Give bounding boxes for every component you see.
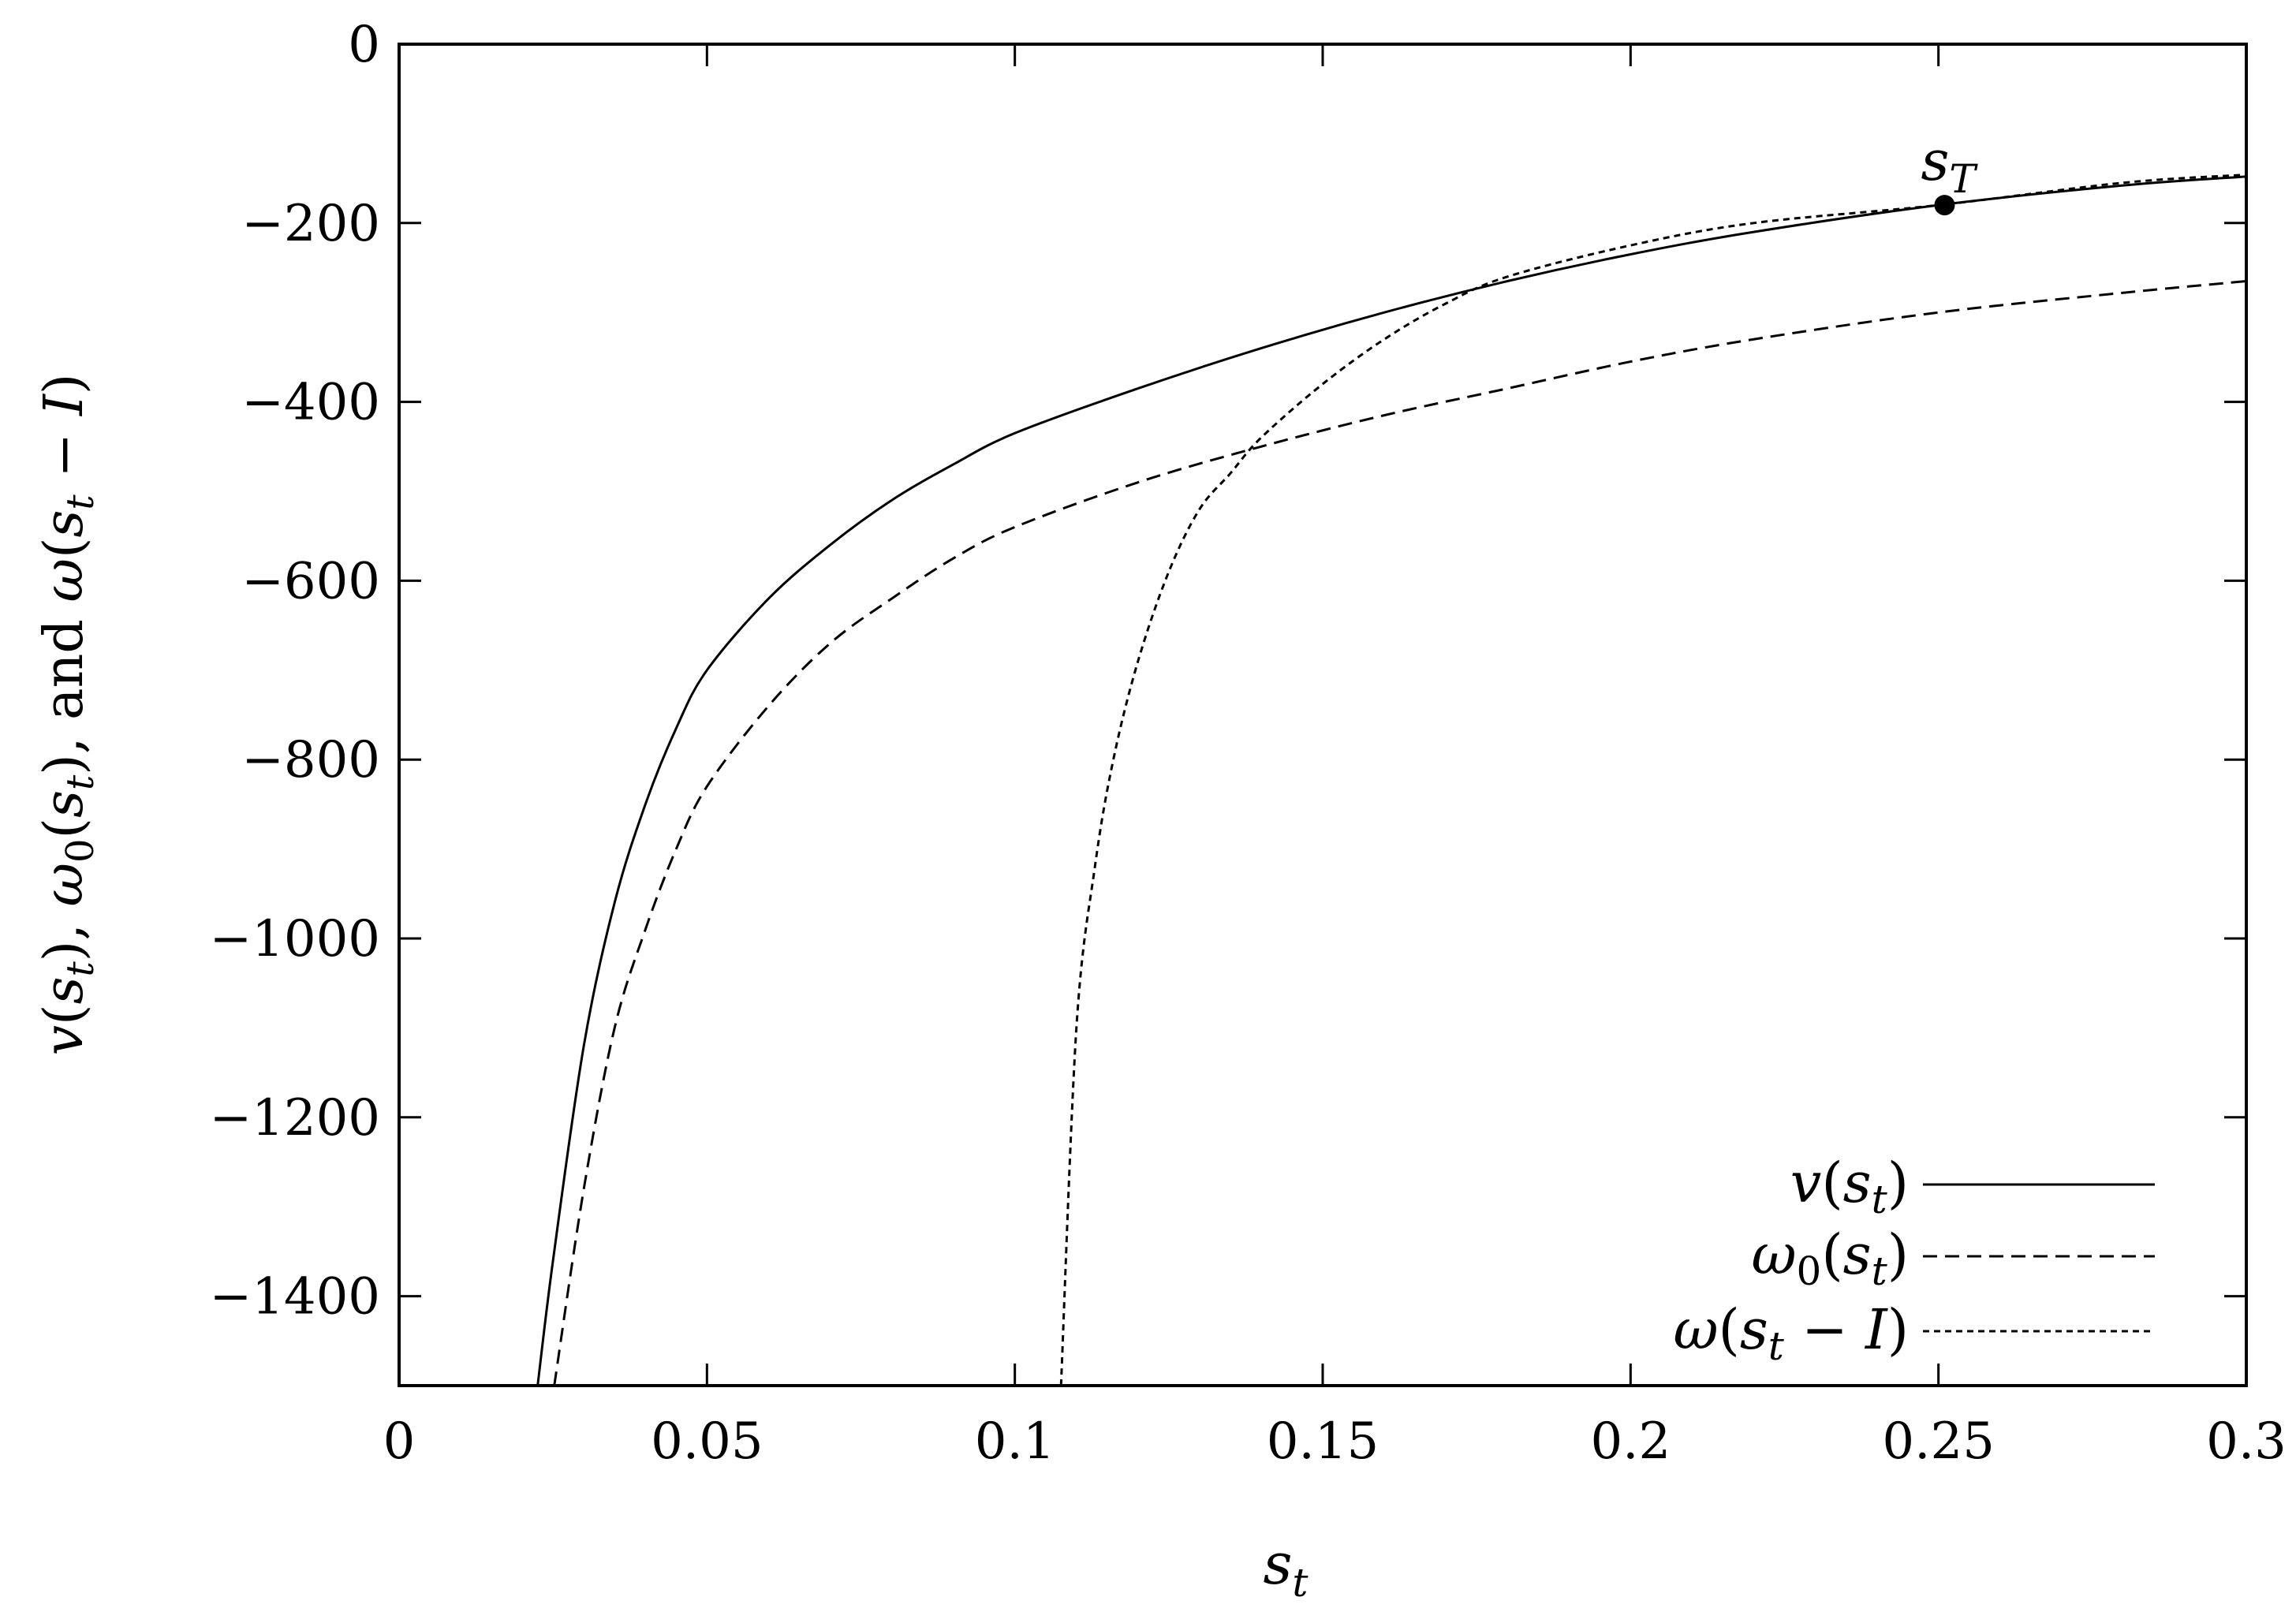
x-tick-label: 0.25 <box>1882 1412 1995 1471</box>
x-axis-label: st <box>1263 1531 1309 1606</box>
x-tick-label: 0.3 <box>2206 1412 2287 1471</box>
y-tick-label: −600 <box>241 552 380 610</box>
axis-ticks: 0 0.05 0.1 0.15 0.2 0.25 0.3 0 −200 −400 −600 −800 −… <box>210 16 2287 1471</box>
series-line-1 <box>536 175 2246 1386</box>
y-tick-label: −1200 <box>210 1089 381 1147</box>
annotation-point <box>1934 195 1955 216</box>
x-tick-label: 0.15 <box>1267 1412 1379 1471</box>
legend-label-2: ω0(st) <box>1751 1222 1909 1294</box>
y-tick-label: −1000 <box>210 910 381 968</box>
series-line-2 <box>553 280 2246 1386</box>
y-tick-label: 0 <box>348 16 380 74</box>
x-tick-label: 0.2 <box>1590 1412 1671 1471</box>
y-axis-label: v(st), ω0(st), and ω(st − I) <box>33 374 103 1056</box>
x-tick-label: 0.1 <box>975 1412 1055 1471</box>
annotation-label: sT <box>1921 129 1978 202</box>
x-tick-label: 0.05 <box>651 1412 763 1471</box>
y-tick-label: −1400 <box>210 1268 381 1326</box>
plot-marks <box>536 173 2246 1386</box>
y-tick-label: −200 <box>241 195 380 253</box>
y-tick-label: −800 <box>241 731 380 789</box>
legend: v(st)ω0(st)ω(st − I) <box>1673 1151 2155 1369</box>
svg-text:v(st), ω0(st), and ω(st − I): v(st), ω0(st), and ω(st − I) <box>33 374 103 1056</box>
y-tick-label: −400 <box>241 374 380 432</box>
legend-label-3: ω(st − I) <box>1673 1297 1909 1369</box>
x-tick-label: 0 <box>383 1412 416 1471</box>
series-line-3 <box>1059 173 2246 1386</box>
legend-label-1: v(st) <box>1790 1151 1909 1222</box>
